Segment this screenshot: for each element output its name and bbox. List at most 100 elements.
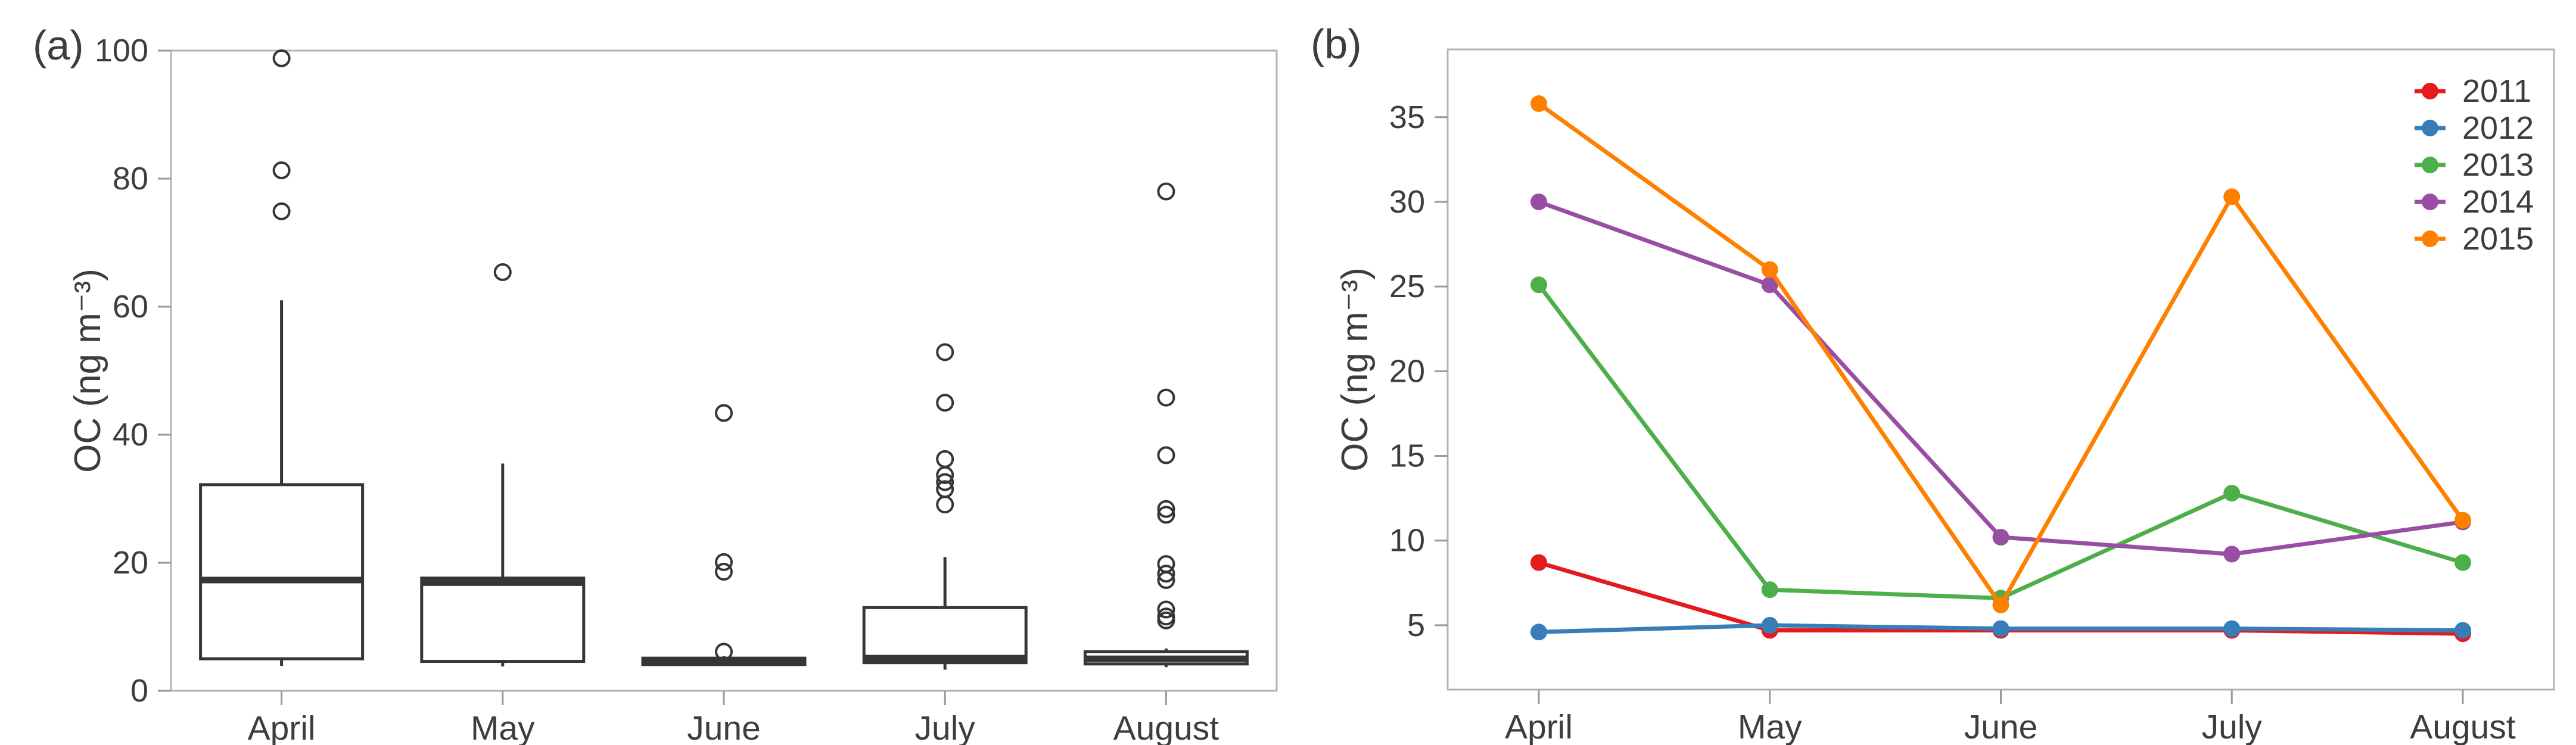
x-tick-label-april: April: [1505, 708, 1573, 745]
y-tick-label: 15: [1389, 438, 1425, 474]
series-2012-point: [2223, 620, 2241, 637]
series-2011-point: [1530, 554, 1547, 571]
outlier-point: [936, 495, 954, 514]
outlier-point: [493, 263, 512, 281]
legend-marker-2015: [2422, 230, 2438, 247]
outlier-point: [1157, 446, 1175, 465]
panel-label: (a): [33, 22, 84, 68]
y-tick-label: 20: [1389, 353, 1425, 389]
series-2014-point: [1530, 193, 1547, 210]
x-tick-label-july: July: [2202, 708, 2263, 745]
y-tick-label: 60: [113, 289, 148, 325]
y-tick-label: 0: [130, 673, 148, 709]
box-june: [641, 404, 807, 666]
x-tick-label-june: June: [687, 709, 761, 745]
x-tick-label-may: May: [471, 709, 535, 745]
outlier-point: [1157, 182, 1175, 201]
outlier-point: [1157, 600, 1175, 619]
legend-marker-2012: [2422, 120, 2438, 136]
outlier-point: [1157, 388, 1175, 407]
y-axis-title: OC (ng m⁻³): [1334, 267, 1376, 472]
iqr-box: [862, 606, 1028, 665]
series-2013-point: [1530, 276, 1547, 294]
legend-label-2012: 2012: [2462, 110, 2534, 146]
y-tick-label: 5: [1407, 607, 1425, 643]
series-2015-point: [2223, 188, 2241, 205]
legend-entry-2011: 2011: [2415, 73, 2531, 109]
box-august: [1083, 182, 1249, 668]
x-tick-label-july: July: [915, 709, 976, 745]
series-2012: [1530, 616, 2471, 641]
legend-marker-2014: [2422, 194, 2438, 210]
outlier-point: [1157, 565, 1175, 583]
outlier-point: [272, 49, 291, 67]
series-2012-point: [1761, 616, 1778, 634]
series-2014-point: [1761, 276, 1778, 294]
outlier-point: [1157, 607, 1175, 626]
y-tick-label: 80: [113, 161, 148, 197]
series-2012-point: [1992, 620, 2009, 637]
iqr-box: [420, 576, 586, 663]
series-2015-point: [1992, 596, 2009, 613]
outlier-point: [1157, 506, 1175, 524]
x-tick-label-june: June: [1964, 708, 2038, 745]
box-april: [199, 49, 365, 666]
x-tick-label-may: May: [1738, 708, 1802, 745]
outlier-point: [936, 394, 954, 412]
y-tick-label: 25: [1389, 269, 1425, 304]
series-2012-point: [2454, 622, 2471, 639]
boxplot-panel: 0 20 40 60 80 100 April May June July August (a) OC …: [33, 22, 1278, 745]
series-2014-point: [1992, 529, 2009, 546]
outlier-point: [715, 404, 733, 422]
series-2015-point: [1530, 95, 1547, 113]
y-tick-label: 40: [113, 417, 148, 453]
legend-entry-2012: 2012: [2415, 110, 2534, 146]
iqr-box: [199, 483, 365, 660]
series-2014-point: [2223, 545, 2241, 563]
legend-label-2011: 2011: [2462, 73, 2531, 109]
outlier-point: [936, 480, 954, 498]
series-2013-point: [1761, 581, 1778, 599]
legend-label-2014: 2014: [2462, 184, 2534, 220]
series-2013: [1530, 276, 2471, 607]
legend-entry-2015: 2015: [2415, 221, 2534, 257]
y-tick-label: 30: [1389, 184, 1425, 220]
outlier-point: [1157, 555, 1175, 573]
series-2013-line: [1536, 282, 2465, 600]
legend-marker-2013: [2422, 157, 2438, 173]
outlier-point: [715, 553, 733, 571]
series-2014-line: [1536, 200, 2465, 556]
series-2015-point: [2454, 512, 2471, 529]
series-2015-point: [1761, 261, 1778, 278]
x-tick-label-august: August: [2410, 708, 2516, 745]
line-panel: 5 10 15 20 25 30 35 April May June July August (b) OC…: [1311, 21, 2555, 745]
legend-marker-2011: [2422, 83, 2438, 99]
outlier-point: [936, 450, 954, 468]
outlier-point: [936, 343, 954, 361]
panel-label: (b): [1311, 21, 1362, 67]
legend-entry-2014: 2014: [2415, 184, 2534, 220]
y-tick-label: 100: [95, 33, 148, 68]
legend-entry-2013: 2013: [2415, 147, 2534, 183]
outlier-point: [715, 643, 733, 661]
y-tick-label: 10: [1389, 523, 1425, 559]
box-may: [420, 263, 586, 667]
legend-label-2015: 2015: [2462, 221, 2534, 257]
outlier-point: [715, 563, 733, 581]
series-2012-point: [1530, 624, 1547, 641]
x-tick-label-april: April: [248, 709, 316, 745]
outlier-point: [272, 202, 291, 220]
y-axis-title: OC (ng m⁻³): [67, 269, 108, 473]
x-tick-label-august: August: [1113, 709, 1219, 745]
series-2013-point: [2223, 485, 2241, 502]
legend-label-2013: 2013: [2462, 147, 2534, 183]
box-july: [862, 343, 1028, 670]
series-2013-point: [2454, 554, 2471, 571]
outlier-point: [1157, 500, 1175, 518]
y-tick-label: 35: [1389, 99, 1425, 135]
series-2015: [1530, 95, 2471, 613]
series-2014: [1530, 193, 2471, 563]
y-tick-label: 20: [113, 545, 148, 581]
